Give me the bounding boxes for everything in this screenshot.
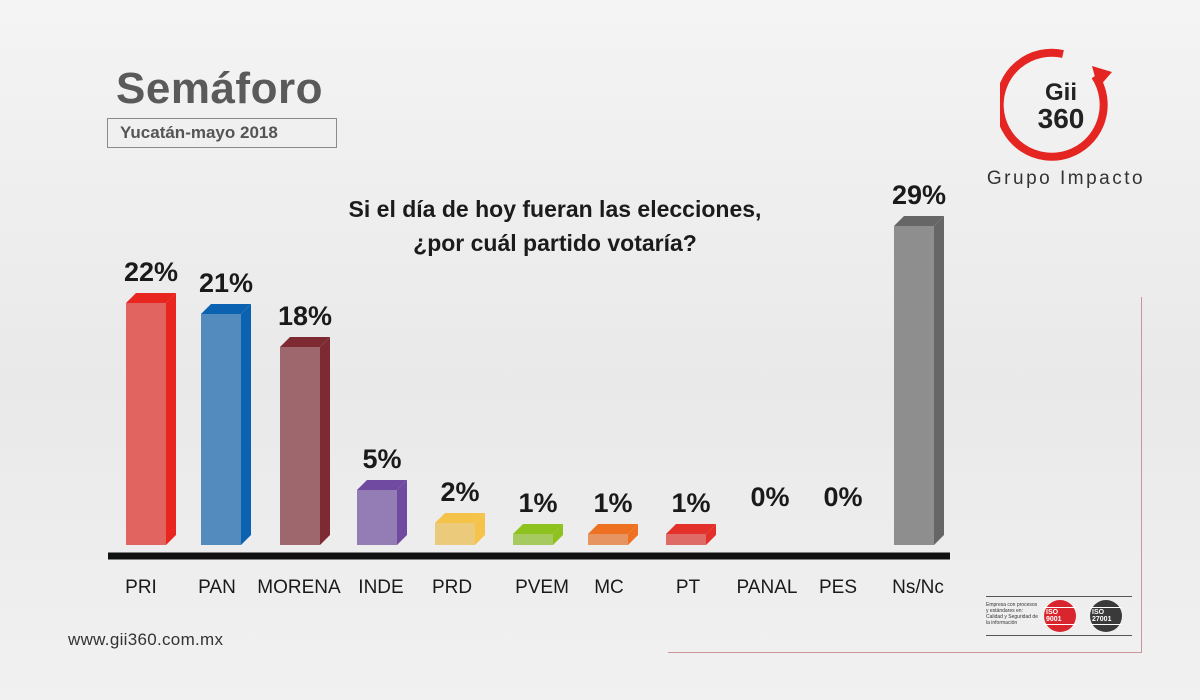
- question-line-2: ¿por cuál partido votaría?: [413, 230, 697, 256]
- bar-value-label: 18%: [278, 301, 332, 331]
- bar-side: [397, 480, 407, 545]
- bar-front: [126, 303, 166, 545]
- category-label: PANAL: [737, 577, 798, 598]
- category-label: PRI: [125, 577, 157, 598]
- bar-top: [357, 480, 407, 490]
- bar-morena: [280, 337, 330, 545]
- bar-front: [513, 534, 553, 545]
- bar-value-label: 22%: [124, 257, 178, 287]
- bar-pt: [666, 524, 716, 545]
- bar-ns-nc: [894, 216, 944, 545]
- bar-value-label: 5%: [362, 444, 401, 474]
- bar-side: [166, 293, 176, 545]
- subtitle: Yucatán-mayo 2018: [120, 123, 278, 142]
- logo-mark-line-1: Gii: [1045, 79, 1077, 106]
- logo-arrow-icon: [1092, 66, 1112, 88]
- subtitle-box: Yucatán-mayo 2018: [107, 118, 337, 148]
- iso-9001-badge: ISO 9001: [1044, 600, 1076, 632]
- gii360-logo: Gii 360: [1000, 48, 1112, 161]
- bar-side: [241, 304, 251, 545]
- bar-pan: [201, 304, 251, 545]
- category-label: MC: [594, 577, 624, 598]
- bar-side: [320, 337, 330, 545]
- website-url: www.gii360.com.mx: [68, 630, 224, 649]
- logo-ring-icon: [1000, 48, 1108, 161]
- bar-value-label: 2%: [440, 477, 479, 507]
- category-label: INDE: [358, 577, 403, 598]
- bar-top: [513, 524, 563, 534]
- question-line-1: Si el día de hoy fueran las elecciones,: [348, 196, 762, 222]
- iso-27001-badge: ISO 27001: [1090, 600, 1122, 632]
- category-label: Ns/Nc: [892, 577, 944, 598]
- category-label: PES: [819, 577, 857, 598]
- category-label: PVEM: [515, 577, 569, 598]
- bar-top: [201, 304, 251, 314]
- bar-top: [894, 216, 944, 226]
- logo-mark-line-2: 360: [1038, 103, 1085, 134]
- bar-inde: [357, 480, 407, 545]
- bar-top: [588, 524, 638, 534]
- bar-value-label: 21%: [199, 268, 253, 298]
- bar-front: [357, 490, 397, 545]
- category-label: MORENA: [257, 577, 341, 598]
- chart-question: Si el día de hoy fueran las elecciones, …: [300, 192, 810, 260]
- bar-side: [553, 524, 563, 545]
- bar-side: [628, 524, 638, 545]
- decorative-frame-line: [668, 297, 1142, 653]
- bar-top: [126, 293, 176, 303]
- bar-top: [666, 524, 716, 534]
- bar-front: [201, 314, 241, 545]
- bar-side: [934, 216, 944, 545]
- iso-9001-label: ISO 9001: [1044, 607, 1076, 625]
- bar-side: [475, 513, 485, 545]
- bar-value-label: 1%: [518, 488, 557, 518]
- iso-27001-label: ISO 27001: [1090, 607, 1122, 625]
- bar-front: [666, 534, 706, 545]
- category-label: PRD: [432, 577, 472, 598]
- bar-pvem: [513, 524, 563, 545]
- bar-side: [706, 524, 716, 545]
- logo-name: Grupo Impacto: [986, 168, 1146, 189]
- bar-front: [588, 534, 628, 545]
- bar-top: [280, 337, 330, 347]
- bar-value-label: 0%: [823, 482, 862, 512]
- iso-certifications: Empresa con procesos y estándares en: Ca…: [986, 596, 1132, 636]
- bar-prd: [435, 513, 485, 545]
- bar-value-label: 1%: [593, 488, 632, 518]
- page-title: Semáforo: [116, 64, 323, 113]
- iso-caption: Empresa con procesos y estándares en: Ca…: [986, 602, 1038, 626]
- bar-value-label: 29%: [892, 180, 946, 210]
- bar-top: [435, 513, 485, 523]
- category-label: PAN: [198, 577, 236, 598]
- bar-front: [435, 523, 475, 545]
- bar-value-label: 1%: [671, 488, 710, 518]
- category-label: PT: [676, 577, 701, 598]
- bar-pri: [126, 293, 176, 545]
- bar-front: [894, 226, 934, 545]
- bar-mc: [588, 524, 638, 545]
- bar-front: [280, 347, 320, 545]
- bar-value-label: 0%: [750, 482, 789, 512]
